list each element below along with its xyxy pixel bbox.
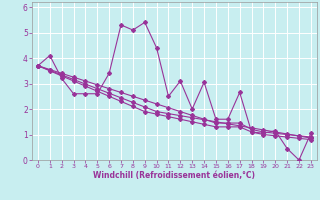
X-axis label: Windchill (Refroidissement éolien,°C): Windchill (Refroidissement éolien,°C) — [93, 171, 255, 180]
